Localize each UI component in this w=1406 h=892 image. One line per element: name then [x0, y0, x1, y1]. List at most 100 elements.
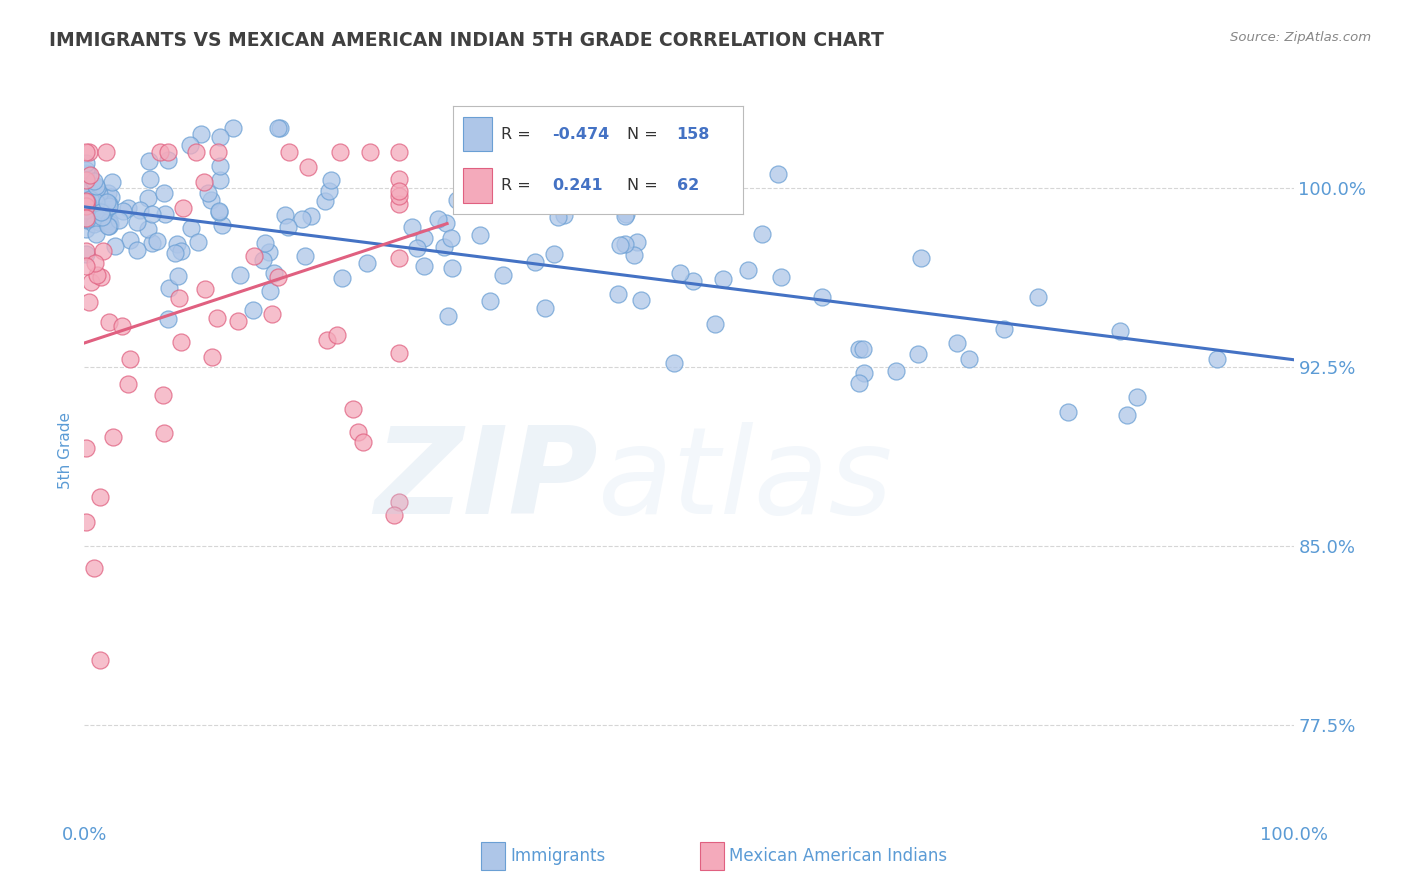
- Point: [89, 214, 111, 228]
- Point: [170, 334, 193, 349]
- Point: [614, 207, 637, 221]
- Point: [77, 185, 100, 199]
- Point: [75, 176, 97, 190]
- Point: [146, 234, 169, 248]
- Point: [263, 266, 285, 280]
- Point: [193, 175, 215, 189]
- Point: [208, 173, 231, 187]
- Point: [1056, 405, 1078, 419]
- Point: [127, 215, 149, 229]
- Point: [959, 351, 981, 366]
- Point: [810, 290, 832, 304]
- Point: [626, 235, 648, 249]
- Point: [242, 250, 264, 264]
- Point: [607, 287, 630, 301]
- Point: [382, 508, 405, 522]
- Point: [75, 199, 97, 213]
- Point: [75, 211, 97, 225]
- Point: [79, 192, 101, 206]
- Point: [277, 220, 299, 235]
- Point: [388, 145, 411, 159]
- Point: [87, 187, 110, 202]
- Point: [359, 145, 381, 159]
- Text: atlas: atlas: [599, 422, 894, 539]
- Point: [112, 204, 135, 219]
- Point: [86, 181, 108, 195]
- Point: [111, 319, 134, 334]
- Point: [553, 208, 575, 222]
- Point: [139, 171, 162, 186]
- Point: [117, 202, 139, 216]
- Point: [76, 212, 98, 227]
- Point: [152, 388, 174, 402]
- Point: [172, 201, 194, 215]
- Point: [388, 184, 411, 198]
- Point: [89, 490, 111, 504]
- Point: [136, 191, 159, 205]
- Point: [713, 272, 735, 286]
- Text: IMMIGRANTS VS MEXICAN AMERICAN INDIAN 5TH GRADE CORRELATION CHART: IMMIGRANTS VS MEXICAN AMERICAN INDIAN 5T…: [49, 31, 884, 50]
- Point: [769, 269, 792, 284]
- Point: [83, 173, 105, 187]
- Point: [91, 207, 114, 221]
- Point: [342, 401, 364, 416]
- Point: [613, 237, 636, 252]
- Point: [107, 212, 129, 227]
- Point: [609, 238, 631, 252]
- Point: [83, 561, 105, 575]
- Point: [179, 138, 201, 153]
- Point: [75, 204, 97, 219]
- Point: [76, 212, 98, 227]
- Point: [388, 494, 411, 508]
- Point: [194, 282, 217, 296]
- Point: [90, 269, 112, 284]
- Point: [141, 207, 163, 221]
- Point: [100, 190, 122, 204]
- Point: [157, 153, 180, 168]
- Point: [167, 269, 190, 284]
- Point: [96, 212, 118, 227]
- Point: [75, 198, 97, 212]
- Point: [75, 172, 97, 186]
- Point: [190, 128, 212, 142]
- Point: [853, 366, 876, 380]
- Point: [104, 239, 127, 253]
- Point: [207, 311, 229, 326]
- Point: [120, 351, 142, 366]
- Point: [297, 160, 319, 174]
- Point: [441, 261, 464, 276]
- Point: [426, 212, 449, 227]
- Point: [93, 204, 115, 219]
- Point: [314, 194, 336, 208]
- Point: [356, 256, 378, 270]
- Point: [319, 172, 342, 186]
- Point: [79, 168, 101, 182]
- Point: [884, 363, 907, 377]
- Point: [91, 244, 114, 258]
- Point: [259, 285, 281, 299]
- Point: [208, 159, 231, 173]
- Point: [266, 121, 288, 136]
- Point: [492, 268, 515, 283]
- Point: [852, 343, 875, 357]
- Point: [165, 246, 187, 260]
- Point: [91, 206, 114, 220]
- Point: [208, 205, 231, 219]
- Point: [89, 205, 111, 219]
- Point: [737, 263, 759, 277]
- Point: [531, 186, 554, 201]
- Point: [470, 228, 492, 243]
- Point: [613, 209, 636, 223]
- Point: [89, 652, 111, 666]
- Point: [326, 327, 349, 342]
- Point: [101, 175, 124, 189]
- Point: [228, 314, 250, 328]
- Point: [439, 230, 461, 244]
- Point: [75, 198, 97, 212]
- Point: [278, 145, 301, 159]
- Point: [229, 268, 252, 282]
- Point: [533, 301, 555, 315]
- Point: [1026, 290, 1049, 304]
- Point: [543, 247, 565, 261]
- Point: [75, 156, 97, 170]
